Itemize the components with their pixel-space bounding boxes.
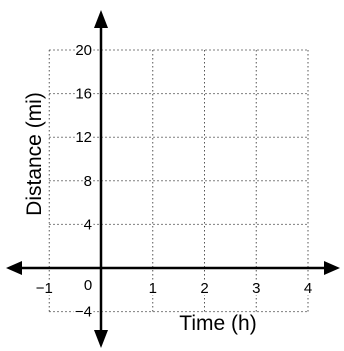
x-tick-labels: −1 0 1 2 3 4	[34, 275, 314, 299]
x-axis-title: Time (h)	[179, 312, 256, 335]
x-tick-label: 1	[149, 280, 157, 297]
x-axis-left-arrow	[6, 261, 22, 275]
y-tick-label: 16	[75, 86, 92, 103]
x-axis-right-arrow	[324, 261, 340, 275]
y-tick-label: 4	[84, 216, 92, 233]
y-axis-top-arrow	[94, 10, 108, 28]
y-tick-labels: −4 4 8 12 16 20	[73, 40, 94, 323]
x-tick-label: −1	[36, 280, 53, 297]
y-axis-title: Distance (mi)	[23, 92, 46, 216]
x-tick-label: 4	[304, 280, 312, 297]
y-axis-bottom-arrow	[94, 330, 108, 348]
x-tick-label: 3	[252, 280, 260, 297]
x-tick-label: 2	[200, 280, 208, 297]
y-tick-label: 8	[84, 173, 92, 190]
y-tick-label: 12	[75, 129, 92, 146]
y-tick-label: −4	[75, 304, 92, 321]
y-tick-label: 20	[75, 42, 92, 59]
x-tick-label: 0	[84, 277, 92, 294]
